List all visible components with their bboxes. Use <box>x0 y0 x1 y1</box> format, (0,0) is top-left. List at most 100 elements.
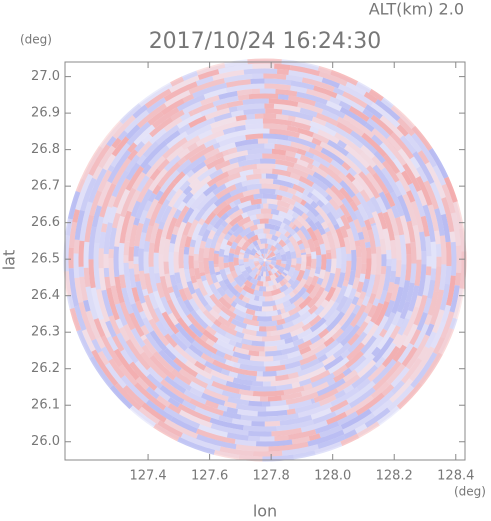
echo-pattern <box>264 83 291 91</box>
echo-pattern <box>141 344 154 359</box>
echo-pattern <box>311 188 330 206</box>
echo-pattern <box>188 177 201 190</box>
echo-pattern <box>303 283 310 290</box>
echo-pattern <box>176 296 191 317</box>
echo-pattern <box>287 266 296 278</box>
echo-pattern <box>340 263 347 273</box>
echo-pattern <box>167 397 181 408</box>
echo-pattern <box>391 311 402 326</box>
echo-pattern <box>449 285 460 313</box>
echo-pattern <box>244 247 252 255</box>
echo-pattern <box>198 222 209 237</box>
echo-pattern <box>280 311 291 319</box>
echo-pattern <box>191 160 207 174</box>
echo-pattern <box>143 200 153 212</box>
echo-pattern <box>151 107 180 129</box>
echo-pattern <box>335 247 342 269</box>
echo-pattern <box>381 345 401 368</box>
echo-pattern <box>170 233 177 244</box>
echo-pattern <box>194 406 220 420</box>
echo-pattern <box>145 399 174 421</box>
echo-pattern <box>212 200 228 215</box>
echo-pattern <box>230 318 248 329</box>
echo-pattern <box>262 193 278 200</box>
echo-pattern <box>200 275 207 282</box>
echo-pattern <box>141 217 151 234</box>
echo-pattern <box>395 180 407 196</box>
echo-pattern <box>169 291 179 305</box>
echo-pattern <box>153 307 170 331</box>
echo-pattern <box>240 394 261 402</box>
echo-pattern <box>158 221 166 230</box>
echo-pattern <box>154 387 171 402</box>
echo-pattern <box>345 81 367 96</box>
echo-pattern <box>361 323 379 346</box>
echo-pattern <box>233 119 246 127</box>
echo-pattern <box>331 267 342 289</box>
echo-pattern <box>275 88 298 97</box>
echo-pattern <box>188 110 195 117</box>
echo-pattern <box>287 278 295 286</box>
echo-pattern <box>144 273 154 294</box>
echo-pattern <box>301 237 310 249</box>
echo-pattern <box>312 132 330 145</box>
echo-pattern <box>309 317 327 333</box>
echo-pattern <box>357 231 365 241</box>
echo-pattern <box>167 286 174 294</box>
echo-pattern <box>261 183 281 190</box>
echo-pattern <box>359 291 367 300</box>
echo-pattern <box>148 202 163 227</box>
echo-pattern <box>249 214 257 221</box>
echo-pattern <box>266 325 277 332</box>
echo-pattern <box>97 180 112 207</box>
echo-pattern <box>281 109 314 122</box>
echo-pattern <box>94 216 105 244</box>
echo-pattern <box>384 292 393 303</box>
echo-pattern <box>292 288 299 295</box>
echo-pattern <box>223 400 237 409</box>
echo-pattern <box>368 88 384 102</box>
echo-pattern <box>114 383 142 411</box>
echo-pattern <box>255 244 261 251</box>
echo-pattern <box>355 246 362 258</box>
echo-pattern <box>234 138 259 148</box>
echo-pattern <box>325 187 344 207</box>
echo-pattern <box>218 90 238 100</box>
echo-pattern <box>124 276 136 305</box>
echo-pattern <box>309 337 326 351</box>
echo-pattern <box>212 359 234 372</box>
echo-pattern <box>307 429 345 447</box>
echo-pattern <box>191 222 203 241</box>
echo-pattern <box>76 329 94 359</box>
echo-pattern <box>232 346 236 352</box>
echo-pattern <box>434 208 445 237</box>
echo-pattern <box>153 252 160 274</box>
echo-pattern <box>203 154 218 166</box>
echo-pattern <box>278 239 287 248</box>
echo-pattern <box>265 260 270 266</box>
echo-pattern <box>334 132 364 156</box>
echo-pattern <box>292 183 306 194</box>
echo-pattern <box>297 101 324 115</box>
echo-pattern <box>372 164 395 194</box>
echo-pattern <box>148 168 168 192</box>
echo-pattern <box>175 221 187 243</box>
echo-pattern <box>276 270 282 275</box>
echo-pattern <box>259 255 265 260</box>
echo-pattern <box>168 312 179 326</box>
echo-pattern <box>256 316 273 322</box>
echo-pattern <box>331 328 344 341</box>
echo-pattern <box>210 273 219 284</box>
echo-pattern <box>234 346 250 356</box>
echo-pattern <box>293 162 316 177</box>
echo-pattern <box>176 282 184 291</box>
echo-pattern <box>252 218 261 226</box>
echo-pattern <box>188 144 215 164</box>
echo-pattern <box>242 235 249 242</box>
echo-pattern <box>152 351 175 373</box>
echo-pattern <box>425 323 435 337</box>
echo-pattern <box>298 133 314 143</box>
echo-pattern <box>189 268 196 277</box>
echo-pattern <box>228 214 244 227</box>
echo-pattern <box>371 155 385 171</box>
